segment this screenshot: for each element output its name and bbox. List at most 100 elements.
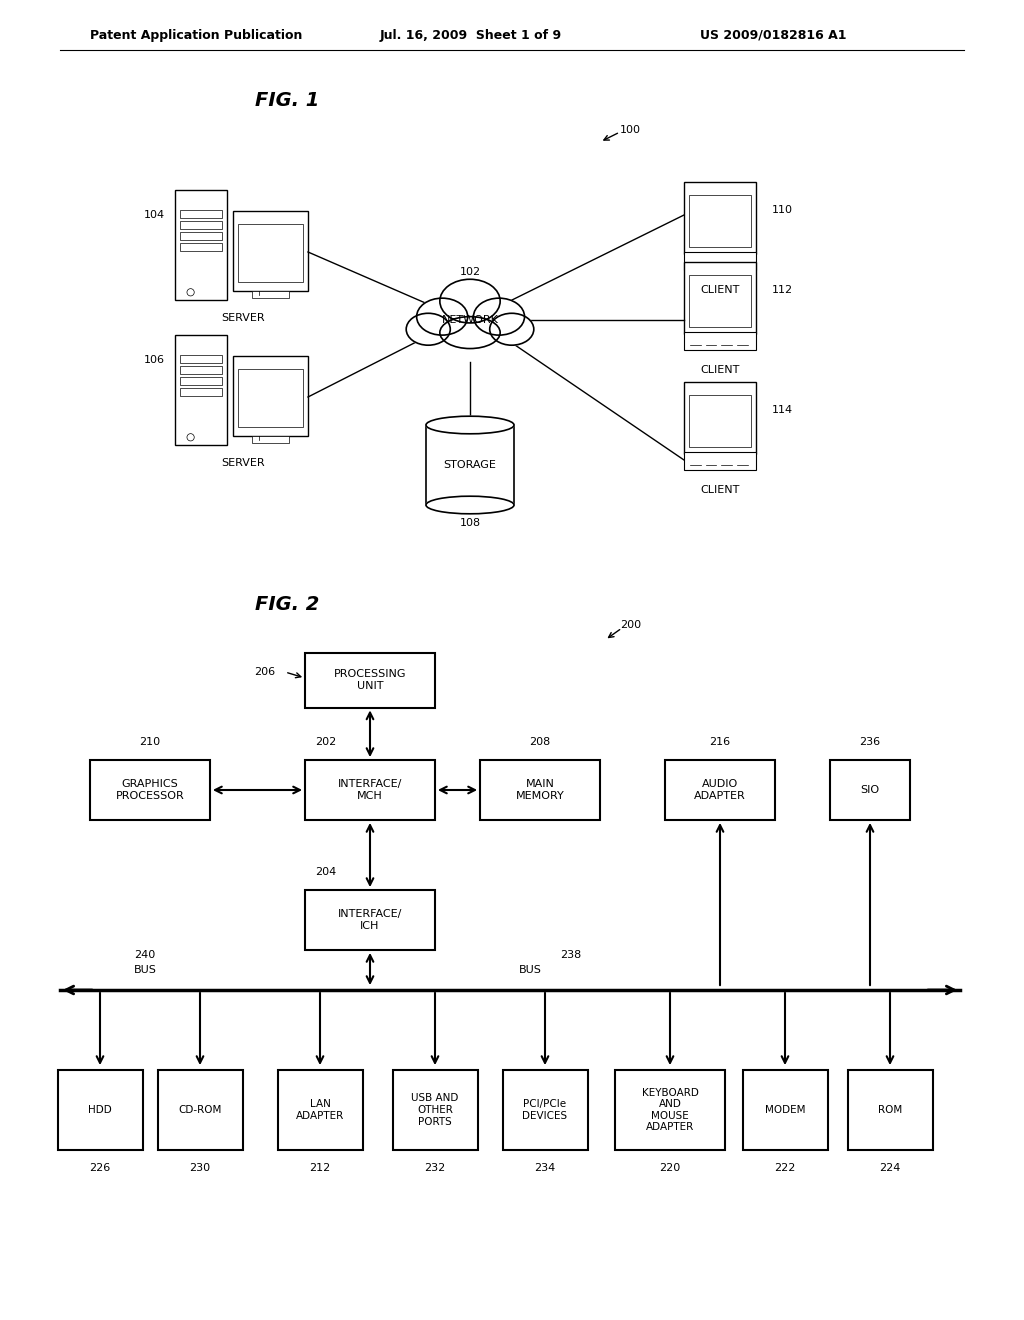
Text: PCI/PCIe
DEVICES: PCI/PCIe DEVICES (522, 1100, 567, 1121)
Bar (305, 890, 435, 950)
Text: MAIN
MEMORY: MAIN MEMORY (516, 779, 564, 801)
Text: KEYBOARD
AND
MOUSE
ADAPTER: KEYBOARD AND MOUSE ADAPTER (642, 1088, 698, 1133)
Text: INTERFACE/
MCH: INTERFACE/ MCH (338, 779, 402, 801)
Text: USB AND
OTHER
PORTS: USB AND OTHER PORTS (412, 1093, 459, 1126)
Bar (233, 356, 308, 436)
Bar (180, 210, 222, 218)
Text: US 2009/0182816 A1: US 2009/0182816 A1 (700, 29, 847, 41)
Text: NETWORK: NETWORK (441, 315, 499, 325)
Bar (180, 355, 222, 363)
Text: 102: 102 (460, 267, 481, 277)
Text: CD-ROM: CD-ROM (178, 1105, 221, 1115)
Ellipse shape (489, 313, 534, 346)
Bar (180, 376, 222, 384)
Text: 230: 230 (189, 1163, 211, 1173)
Ellipse shape (417, 298, 468, 335)
Text: 234: 234 (535, 1163, 556, 1173)
Bar (848, 1071, 933, 1150)
Bar (305, 760, 435, 820)
Bar (742, 1071, 827, 1150)
Text: SERVER: SERVER (221, 458, 265, 469)
Text: 220: 220 (659, 1163, 681, 1173)
Text: STORAGE: STORAGE (443, 459, 497, 470)
Text: 200: 200 (620, 620, 641, 630)
Bar (392, 1071, 477, 1150)
Text: FIG. 1: FIG. 1 (255, 91, 319, 110)
Text: 112: 112 (772, 285, 794, 294)
Bar (175, 190, 227, 300)
Text: PROCESSING
UNIT: PROCESSING UNIT (334, 669, 407, 690)
Text: 106: 106 (144, 355, 165, 366)
Text: CLIENT: CLIENT (700, 484, 739, 495)
Bar (684, 381, 756, 454)
Bar (665, 760, 775, 820)
Text: 210: 210 (139, 737, 161, 747)
Text: 202: 202 (315, 737, 336, 747)
Text: 114: 114 (772, 405, 794, 414)
Bar (830, 760, 910, 820)
Bar (684, 252, 756, 271)
Bar (689, 275, 751, 327)
Text: LAN
ADAPTER: LAN ADAPTER (296, 1100, 344, 1121)
Text: Patent Application Publication: Patent Application Publication (90, 29, 302, 41)
Text: CLIENT: CLIENT (700, 366, 739, 375)
Ellipse shape (440, 317, 500, 348)
Ellipse shape (426, 416, 514, 434)
Bar (278, 1071, 362, 1150)
Bar (684, 451, 756, 470)
Text: 208: 208 (529, 737, 551, 747)
Ellipse shape (440, 280, 500, 323)
Bar (233, 211, 308, 292)
Text: 212: 212 (309, 1163, 331, 1173)
Text: SIO: SIO (860, 785, 880, 795)
Text: 222: 222 (774, 1163, 796, 1173)
Bar (158, 1071, 243, 1150)
Text: 110: 110 (772, 205, 793, 215)
Text: 240: 240 (134, 950, 156, 960)
Bar (239, 370, 303, 426)
Bar (175, 335, 227, 445)
Text: 216: 216 (710, 737, 730, 747)
Ellipse shape (407, 313, 451, 346)
Text: AUDIO
ADAPTER: AUDIO ADAPTER (694, 779, 745, 801)
Bar (252, 292, 289, 298)
Bar (684, 333, 756, 350)
Text: BUS: BUS (133, 965, 157, 975)
Bar (480, 760, 600, 820)
Bar (180, 232, 222, 239)
Text: 226: 226 (89, 1163, 111, 1173)
Text: 104: 104 (144, 210, 165, 220)
Text: ROM: ROM (878, 1105, 902, 1115)
Text: INTERFACE/
ICH: INTERFACE/ ICH (338, 909, 402, 931)
Text: 206: 206 (254, 667, 275, 677)
Bar (239, 224, 303, 281)
Bar (57, 1071, 142, 1150)
Text: 232: 232 (424, 1163, 445, 1173)
Bar (689, 195, 751, 247)
Bar (180, 388, 222, 396)
Bar (180, 220, 222, 228)
Text: MODEM: MODEM (765, 1105, 805, 1115)
Bar (684, 182, 756, 253)
Text: 204: 204 (315, 867, 336, 876)
Text: 236: 236 (859, 737, 881, 747)
Bar (90, 760, 210, 820)
Bar (615, 1071, 725, 1150)
Text: HDD: HDD (88, 1105, 112, 1115)
Text: SERVER: SERVER (221, 313, 265, 323)
Text: 100: 100 (620, 125, 641, 135)
Text: BUS: BUS (518, 965, 542, 975)
Text: GRAPHICS
PROCESSOR: GRAPHICS PROCESSOR (116, 779, 184, 801)
Ellipse shape (473, 298, 524, 335)
Text: 238: 238 (560, 950, 582, 960)
Text: CLIENT: CLIENT (700, 285, 739, 294)
Bar (180, 243, 222, 251)
Text: 224: 224 (880, 1163, 901, 1173)
Bar (503, 1071, 588, 1150)
Text: FIG. 2: FIG. 2 (255, 595, 319, 615)
Text: 108: 108 (460, 517, 480, 528)
Bar (426, 425, 514, 506)
Text: Jul. 16, 2009  Sheet 1 of 9: Jul. 16, 2009 Sheet 1 of 9 (380, 29, 562, 41)
Bar (252, 436, 289, 442)
Bar (689, 395, 751, 446)
